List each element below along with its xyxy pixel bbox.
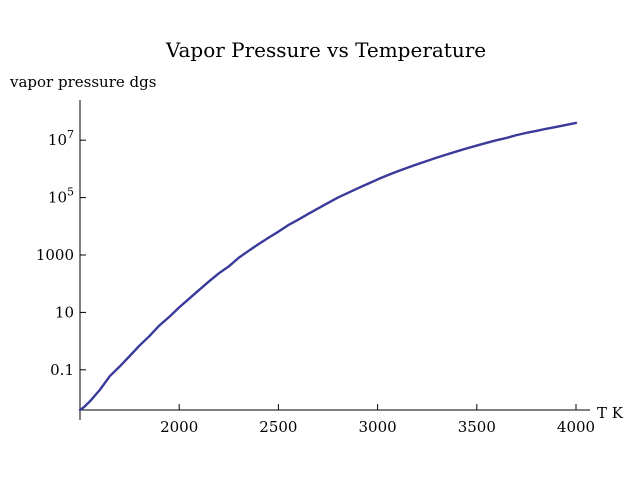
chart-title: Vapor Pressure vs Temperature [165,38,486,62]
x-tick-label: 2500 [259,418,297,436]
vapor-pressure-line [78,121,578,412]
y-tick-label: 1000 [36,246,74,264]
x-tick-label: 4000 [557,418,595,436]
y-ticks: 0.1 10 1000 105 107 [36,128,86,379]
x-axis-label: T K [597,404,624,422]
x-tick-label: 3000 [359,418,397,436]
y-tick-label: 0.1 [50,361,74,379]
x-ticks: 2000 2500 3000 3500 4000 [160,404,595,436]
x-tick-label: 2000 [160,418,198,436]
y-tick-label: 105 [48,186,74,207]
y-tick-label: 10 [55,303,74,321]
x-tick-label: 3500 [458,418,496,436]
y-tick-label: 107 [48,128,74,149]
y-axis-label: vapor pressure dgs [9,73,156,91]
